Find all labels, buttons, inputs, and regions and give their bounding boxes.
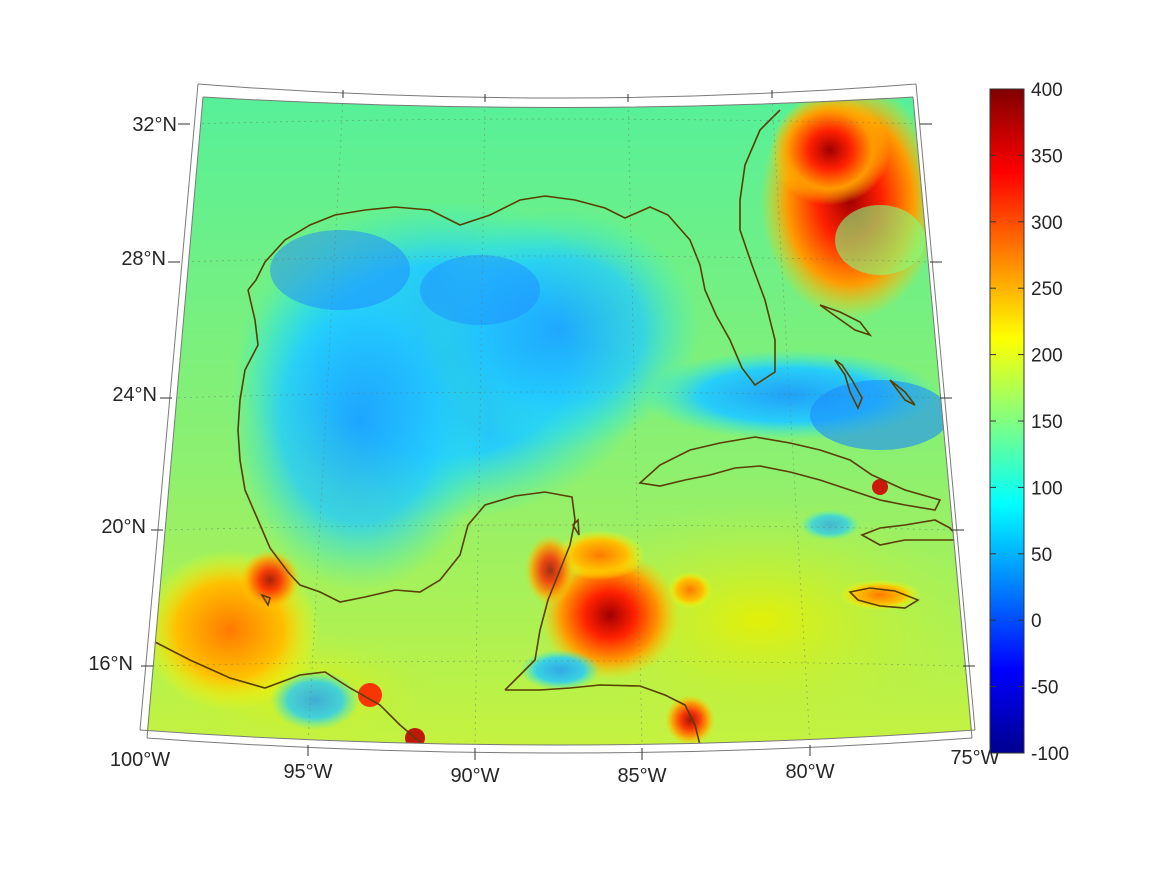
colorbar-tick-label: -100	[1031, 744, 1069, 765]
cozumel	[571, 518, 580, 536]
colorbar-tick-label: 150	[1031, 412, 1063, 433]
bahamas-1	[834, 359, 863, 410]
honduras-coast	[505, 684, 701, 745]
field-raster	[147, 97, 972, 745]
tick-marks	[141, 90, 975, 760]
lon-label: 90°W	[450, 765, 499, 787]
bahamas-2	[819, 304, 873, 337]
cuba	[638, 436, 942, 511]
lat-label: 16°N	[88, 653, 133, 675]
lat-labels: 32°N 28°N 24°N 20°N 16°N	[88, 114, 177, 675]
gulf-coast-us	[247, 109, 781, 387]
colorbar-tick-label: 200	[1031, 346, 1063, 367]
lon-label: 80°W	[785, 761, 834, 783]
lat-label: 28°N	[121, 248, 166, 270]
colorbar-tick-label: 0	[1031, 611, 1042, 632]
colorbar-tick-label: 300	[1031, 213, 1063, 234]
colorbar-tick-label: -50	[1031, 678, 1058, 699]
colorbar-tick-label: 100	[1031, 478, 1063, 499]
colorbar: 400 350 300 250 200 150 100 50 0 -50 -100	[989, 80, 1069, 765]
lon-label: 75°W	[950, 747, 999, 769]
bahamas-3	[889, 379, 916, 406]
lat-label: 24°N	[112, 384, 157, 406]
lon-label: 95°W	[283, 761, 332, 783]
colorbar-tick-label: 50	[1031, 545, 1052, 566]
graticule	[152, 97, 964, 745]
colorbar-ticks: 400 350 300 250 200 150 100 50 0 -50 -100	[990, 80, 1069, 765]
lon-labels: 100°W 95°W 90°W 85°W 80°W 75°W	[110, 747, 1000, 787]
lat-label: 20°N	[101, 516, 146, 538]
lon-label: 85°W	[617, 765, 666, 787]
pacific-coast	[154, 641, 421, 743]
jamaica	[848, 587, 920, 609]
map-frame	[139, 83, 976, 754]
colorbar-tick-label: 400	[1031, 80, 1063, 101]
colorbar-tick-label: 350	[1031, 146, 1063, 167]
lat-label: 32°N	[132, 114, 177, 136]
coastlines	[154, 109, 962, 745]
small-isle	[260, 593, 271, 607]
colorbar-tick-label: 250	[1031, 279, 1063, 300]
gulf-coast-mexico	[237, 289, 576, 691]
lon-label: 100°W	[110, 749, 170, 771]
